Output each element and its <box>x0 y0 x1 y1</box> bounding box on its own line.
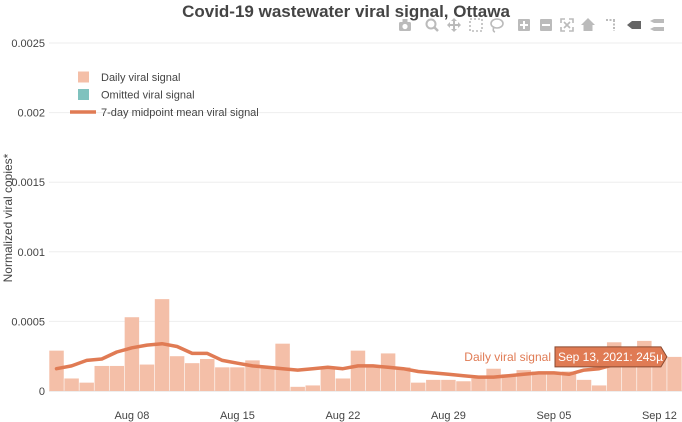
daily-signal-bar[interactable] <box>561 371 577 391</box>
modebar[interactable] <box>396 16 666 34</box>
legend[interactable]: Daily viral signal Omitted viral signal 7-… <box>70 71 259 120</box>
daily-signal-bar[interactable] <box>486 368 501 391</box>
legend-label: Omitted viral signal <box>101 90 195 102</box>
y-tick-label: 0 <box>39 386 45 398</box>
legend-label: Daily viral signal <box>101 72 180 84</box>
legend-swatch <box>78 89 89 100</box>
daily-signal-bar[interactable] <box>471 378 486 391</box>
legend-swatch <box>78 71 89 83</box>
mean-signal-line[interactable] <box>54 341 632 379</box>
daily-signal-bar[interactable] <box>169 356 185 391</box>
daily-signal-bar[interactable] <box>395 367 411 391</box>
daily-signal-bar[interactable] <box>200 358 215 391</box>
x-tick-label: Aug 29 <box>431 410 466 422</box>
daily-signal-bar[interactable] <box>441 379 456 391</box>
legend-item[interactable]: Daily viral signal <box>78 71 180 85</box>
daily-signal-bar[interactable] <box>49 350 64 391</box>
daily-signal-bar[interactable] <box>546 372 562 391</box>
hover-series-label: Daily viral signal <box>464 350 551 364</box>
x-tick-label: Sep 12 <box>642 410 677 422</box>
box-select-icon[interactable] <box>467 16 485 34</box>
hover-tooltip: Daily viral signal Sep 13, 2021: 245µ <box>464 346 668 368</box>
daily-signal-bar[interactable] <box>305 385 320 391</box>
spike-lines-icon[interactable] <box>602 16 620 34</box>
daily-signal-bar[interactable] <box>576 379 592 391</box>
x-tick-label: Aug 08 <box>114 410 149 422</box>
daily-signal-bar[interactable] <box>426 379 441 391</box>
daily-signal-bar[interactable] <box>350 350 366 391</box>
y-tick-label: 0.0015 <box>11 177 45 189</box>
daily-signal-bar[interactable] <box>184 363 200 391</box>
daily-signal-bar[interactable] <box>109 365 125 391</box>
hover-closest-icon[interactable] <box>625 16 643 34</box>
pan-icon[interactable] <box>445 16 463 34</box>
daily-signal-bar[interactable] <box>260 365 275 391</box>
x-tick-label: Sep 05 <box>536 410 571 422</box>
chart-title: Covid-19 wastewater viral signal, Ottawa <box>182 2 510 21</box>
daily-signal-bar[interactable] <box>94 365 109 391</box>
daily-signal-bar[interactable] <box>531 371 547 391</box>
autoscale-icon[interactable] <box>558 16 576 34</box>
daily-signal-bar[interactable] <box>667 356 682 391</box>
y-axis-label: Normalized viral copies* <box>1 153 15 282</box>
x-axis-ticks: Aug 08 Aug 15 Aug 22 Aug 29 Sep 05 Sep 12 <box>114 410 676 422</box>
mean-line-layer[interactable] <box>54 341 632 379</box>
hover-compare-icon[interactable] <box>648 16 666 34</box>
x-tick-label: Aug 15 <box>220 410 255 422</box>
legend-item[interactable]: Omitted viral signal <box>78 89 195 102</box>
daily-signal-bar[interactable] <box>411 382 426 391</box>
zoom-icon[interactable] <box>423 16 441 34</box>
y-tick-label: 0.002 <box>17 108 45 120</box>
tooltip-box <box>554 346 668 368</box>
camera-icon[interactable] <box>396 16 414 34</box>
y-tick-label: 0.0005 <box>11 316 45 328</box>
legend-label: 7-day midpoint mean viral signal <box>101 107 259 119</box>
daily-signal-bar[interactable] <box>79 382 94 391</box>
y-tick-label: 0.0025 <box>11 38 45 50</box>
zoom-out-icon[interactable] <box>537 16 555 34</box>
zoom-in-icon[interactable] <box>515 16 533 34</box>
daily-signal-bar[interactable] <box>124 317 140 391</box>
daily-signal-bar[interactable] <box>591 385 607 391</box>
daily-signal-bar[interactable] <box>380 353 396 391</box>
y-axis-ticks: 0 0.0005 0.001 0.0015 0.002 0.0025 <box>11 38 45 398</box>
daily-signal-bar[interactable] <box>245 360 260 391</box>
daily-signal-bar[interactable] <box>64 378 79 391</box>
daily-signal-bar[interactable] <box>215 367 230 391</box>
y-tick-label: 0.001 <box>17 247 45 259</box>
reset-axes-icon[interactable] <box>579 16 597 34</box>
daily-signal-bar[interactable] <box>501 374 516 391</box>
daily-signal-bar[interactable] <box>456 381 471 391</box>
legend-item[interactable]: 7-day midpoint mean viral signal <box>70 107 259 119</box>
daily-signal-bar[interactable] <box>290 386 305 391</box>
tooltip-text: Sep 13, 2021: 245µ <box>558 350 663 364</box>
daily-signal-bar[interactable] <box>365 365 381 391</box>
daily-signal-bar[interactable] <box>139 364 155 391</box>
daily-viral-signal-bars[interactable] <box>49 299 682 391</box>
daily-signal-bar[interactable] <box>230 367 245 391</box>
lasso-icon[interactable] <box>488 16 506 34</box>
gridlines <box>49 42 682 392</box>
daily-signal-bar[interactable] <box>320 367 336 391</box>
daily-signal-bar[interactable] <box>335 378 351 391</box>
x-tick-label: Aug 22 <box>325 410 360 422</box>
